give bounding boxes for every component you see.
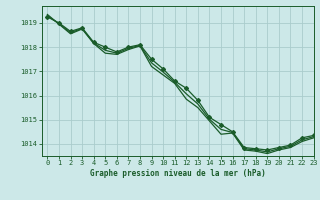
X-axis label: Graphe pression niveau de la mer (hPa): Graphe pression niveau de la mer (hPa)	[90, 169, 266, 178]
